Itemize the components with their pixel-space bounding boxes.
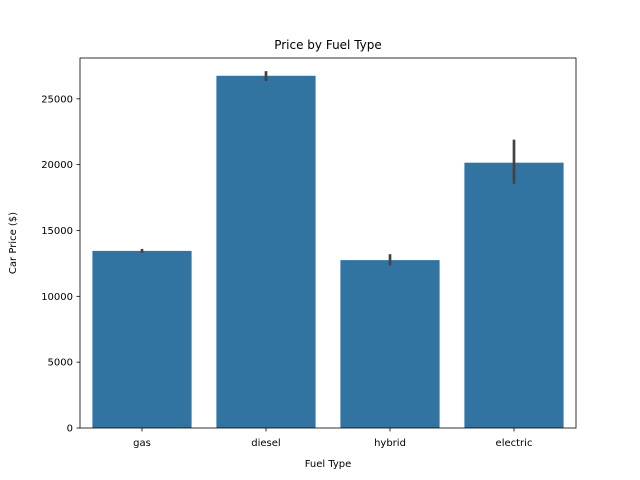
x-axis-label: Fuel Type xyxy=(305,459,352,470)
error-bars-group xyxy=(140,71,516,266)
x-tick-label: electric xyxy=(496,438,533,449)
y-tick-label: 20000 xyxy=(41,160,73,171)
bar-hybrid xyxy=(340,260,440,428)
plot-frame xyxy=(79,57,577,429)
y-tick-label: 15000 xyxy=(41,226,73,237)
y-tick-label: 5000 xyxy=(48,358,73,369)
x-tick-label: hybrid xyxy=(374,438,406,449)
y-tick-label: 10000 xyxy=(41,292,73,303)
y-axis-ticks: 0 5000 10000 15000 20000 25000 xyxy=(41,94,80,435)
bar-electric xyxy=(464,162,564,428)
chart-title: Price by Fuel Type xyxy=(274,38,382,52)
bar-diesel xyxy=(216,75,316,428)
bar-gas xyxy=(92,250,192,428)
y-axis-label: Car Price ($) xyxy=(8,212,19,274)
bars-group xyxy=(92,75,564,428)
x-axis-ticks: gas diesel hybrid electric xyxy=(133,428,532,449)
y-tick-label: 25000 xyxy=(41,94,73,105)
x-tick-label: gas xyxy=(133,438,151,449)
x-tick-label: diesel xyxy=(251,438,280,449)
y-tick-label: 0 xyxy=(67,424,73,435)
